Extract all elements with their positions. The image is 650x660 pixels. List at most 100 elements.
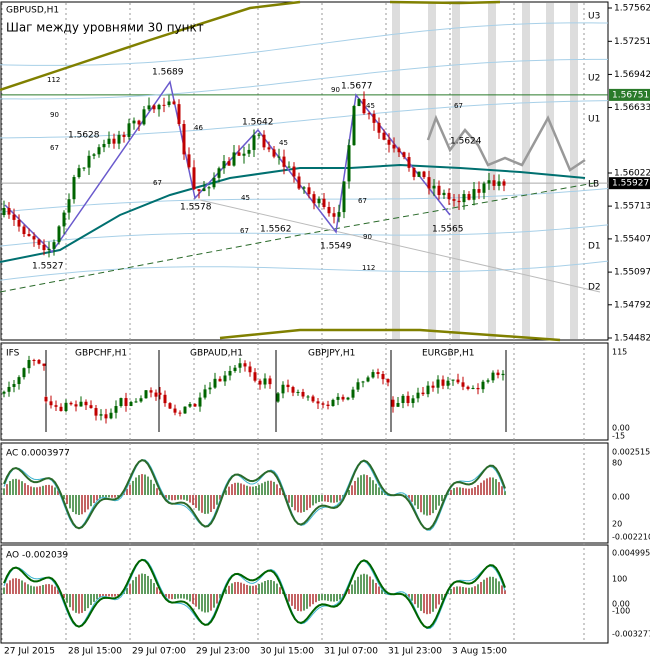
candle-body — [37, 239, 41, 245]
candle-body — [327, 206, 331, 214]
candle-body — [22, 226, 26, 235]
candle-body — [312, 194, 316, 204]
candle-body — [203, 389, 207, 398]
candle-body — [331, 399, 335, 406]
candle-body — [129, 401, 133, 406]
candle-body — [386, 379, 390, 383]
forecast — [426, 114, 586, 172]
candle-body — [177, 104, 181, 125]
candle-body — [452, 199, 456, 201]
candle-body — [182, 124, 186, 155]
candle-body — [97, 147, 101, 155]
candle-body — [421, 392, 425, 395]
candle-body — [482, 183, 486, 193]
candle-body — [124, 398, 128, 406]
candle-body — [481, 381, 485, 390]
indicator-name: IFS — [6, 349, 20, 359]
candle-body — [242, 153, 246, 156]
candle-body — [183, 406, 187, 414]
candle-body — [411, 398, 415, 404]
candle-body — [232, 152, 236, 166]
candle-body — [366, 377, 370, 382]
indicator-axis-label: -0.002210 — [612, 533, 650, 542]
indicator-axis-label: 0.00 — [612, 424, 630, 433]
candle-body — [446, 380, 450, 386]
candle-body — [276, 393, 280, 402]
fib-label: 112 — [47, 76, 60, 84]
candle-body — [281, 384, 285, 394]
candle-body — [417, 171, 421, 177]
panel-frame — [0, 544, 609, 644]
candle-body — [248, 366, 252, 373]
level-label: LB — [588, 180, 599, 190]
price-label: 1.56633 — [614, 103, 650, 113]
candle-body — [107, 138, 111, 144]
candle-body — [502, 181, 506, 186]
candle-body — [142, 109, 146, 125]
candle-body — [152, 105, 156, 110]
envelope-top — [389, 0, 501, 5]
candle-body — [322, 198, 326, 207]
peak-label: 1.5689 — [152, 68, 184, 78]
candle-body — [432, 185, 436, 189]
candle-body — [362, 98, 366, 114]
candle-body — [316, 401, 320, 404]
indicator-axis-label: 0.002515 — [612, 448, 650, 457]
fib-label: 45 — [241, 194, 250, 202]
fib-label: 90 — [363, 233, 372, 241]
candle-body — [406, 395, 410, 404]
candle-body — [456, 379, 460, 383]
candle-body — [496, 372, 500, 376]
candle-body — [162, 104, 166, 106]
candle-body — [47, 248, 51, 251]
candle-body — [397, 148, 401, 153]
session-band — [546, 3, 554, 339]
session-band — [392, 3, 400, 339]
peak-label: 1.5624 — [450, 137, 482, 147]
candle-body — [233, 367, 237, 371]
candle-body — [461, 382, 465, 387]
pair-label: GBPAUD,H1 — [190, 349, 243, 359]
fib-label: 112 — [362, 264, 375, 272]
candle-body — [114, 406, 118, 413]
candle-body — [187, 154, 191, 168]
candle-body — [59, 406, 63, 412]
panel-frame — [0, 1, 609, 341]
candle-body — [112, 138, 116, 144]
candle-body — [212, 177, 216, 188]
fib-label: 67 — [240, 227, 249, 235]
candle-body — [402, 152, 406, 158]
candle-body — [222, 161, 226, 169]
candle-body — [44, 396, 48, 402]
candle-body — [213, 378, 217, 388]
candle-body — [436, 379, 440, 388]
candle-body — [173, 408, 177, 413]
candle-body — [381, 374, 385, 380]
candle-body — [416, 392, 420, 399]
fib-label: 45 — [279, 139, 288, 147]
fib-label: 46 — [194, 124, 203, 132]
peak-label: 1.5565 — [432, 225, 464, 235]
candle-body — [317, 198, 321, 204]
candle-body — [193, 404, 197, 407]
candle-body — [346, 397, 350, 400]
candle-body — [361, 381, 365, 383]
panel-frame — [0, 342, 609, 441]
peak-label: 1.5628 — [68, 131, 100, 141]
candle-body — [154, 392, 158, 397]
fib-label: 45 — [366, 102, 375, 110]
envelope-bottom — [219, 328, 561, 342]
price-label: 1.55097 — [614, 268, 650, 278]
candle-body — [401, 395, 405, 403]
candle-body — [139, 398, 143, 402]
peak-label: 1.5677 — [341, 82, 373, 92]
candle-body — [17, 219, 21, 227]
candle-body — [94, 408, 98, 416]
indicator-name: AO -0.002039 — [6, 551, 68, 561]
candle-body — [426, 385, 430, 395]
price-label: 1.55407 — [614, 234, 650, 244]
candle-body — [477, 189, 481, 193]
candle-body — [119, 398, 123, 407]
candle-body — [178, 412, 182, 414]
candle-body — [342, 181, 346, 213]
